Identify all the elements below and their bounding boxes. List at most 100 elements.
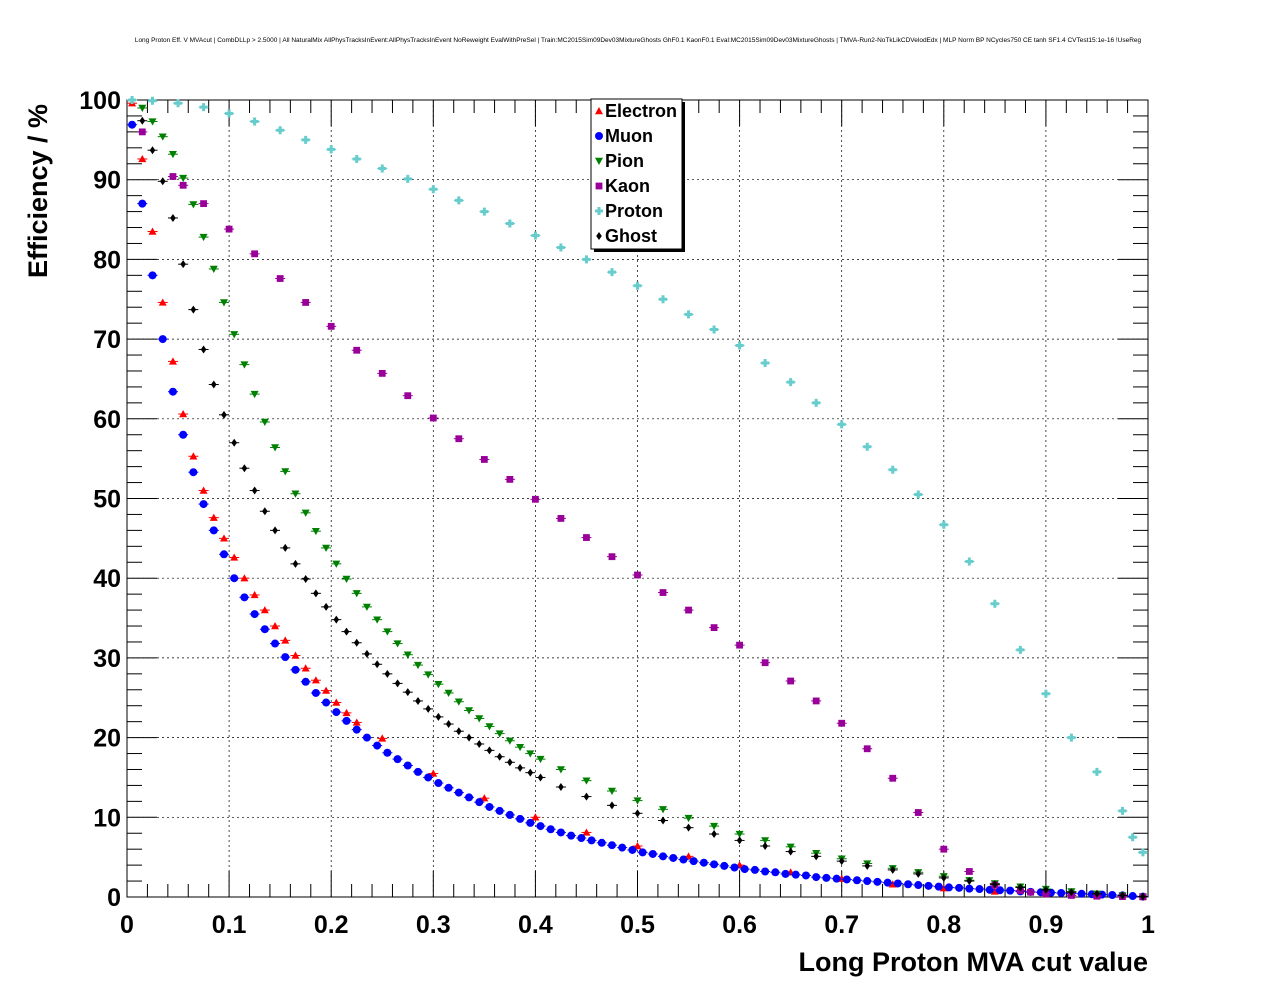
data-point-muon bbox=[362, 733, 371, 742]
data-point-proton bbox=[761, 359, 770, 368]
data-point-muon bbox=[219, 550, 228, 559]
data-point-muon bbox=[505, 810, 514, 819]
x-tick-label: 0.4 bbox=[518, 911, 553, 939]
data-point-ghost bbox=[394, 679, 401, 688]
data-point-ghost bbox=[660, 816, 666, 825]
data-point-pion bbox=[148, 118, 157, 126]
data-point-pion bbox=[332, 560, 341, 568]
data-point-muon bbox=[567, 831, 576, 840]
data-point-muon bbox=[699, 858, 708, 867]
data-point-ghost bbox=[159, 177, 166, 186]
data-point-pion bbox=[475, 715, 484, 723]
data-point-muon bbox=[526, 818, 535, 827]
data-point-proton bbox=[352, 154, 361, 163]
data-point-ghost bbox=[466, 733, 472, 742]
data-point-muon bbox=[240, 593, 249, 602]
data-point-electron bbox=[378, 734, 387, 742]
data-point-proton bbox=[128, 96, 137, 104]
data-point-ghost bbox=[609, 801, 615, 810]
data-point-ghost bbox=[364, 649, 370, 658]
data-point-electron bbox=[342, 708, 351, 717]
data-point-pion bbox=[761, 837, 770, 845]
data-point-pion bbox=[342, 575, 351, 583]
data-point-muon bbox=[812, 873, 821, 882]
data-point-proton bbox=[965, 557, 974, 566]
data-point-ghost bbox=[558, 783, 564, 792]
data-point-kaon bbox=[965, 868, 973, 875]
data-point-muon bbox=[342, 716, 351, 725]
data-point-electron bbox=[230, 553, 239, 561]
data-point-muon bbox=[893, 879, 902, 888]
data-point-electron bbox=[429, 769, 438, 777]
data-point-muon bbox=[281, 653, 290, 662]
data-point-kaon bbox=[200, 200, 207, 208]
x-tick-label: 0.7 bbox=[824, 911, 859, 939]
data-point-kaon bbox=[1027, 888, 1034, 896]
data-point-kaon bbox=[940, 845, 948, 853]
data-point-pion bbox=[240, 361, 249, 369]
data-point-electron bbox=[250, 590, 259, 599]
legend-box bbox=[590, 98, 683, 250]
data-point-muon bbox=[934, 882, 943, 891]
data-point-ghost bbox=[404, 688, 411, 697]
data-point-muon bbox=[465, 793, 474, 802]
legend-marker-ghost bbox=[596, 232, 602, 240]
data-point-electron bbox=[291, 651, 300, 659]
data-point-ghost bbox=[1119, 891, 1126, 900]
data-point-muon bbox=[546, 825, 555, 834]
y-tick-label: 40 bbox=[93, 565, 121, 593]
data-point-muon bbox=[148, 271, 157, 280]
data-point-ghost bbox=[762, 841, 768, 850]
data-point-electron bbox=[158, 298, 167, 306]
data-point-pion bbox=[786, 843, 795, 851]
data-point-proton bbox=[174, 99, 183, 108]
data-point-ghost bbox=[537, 773, 544, 782]
data-point-ghost bbox=[813, 852, 819, 861]
data-point-muon bbox=[628, 845, 637, 854]
data-point-pion bbox=[684, 814, 693, 823]
data-point-muon bbox=[740, 865, 749, 874]
data-point-muon bbox=[710, 860, 719, 869]
data-point-ghost bbox=[221, 410, 227, 419]
data-point-muon bbox=[587, 836, 596, 845]
data-point-muon bbox=[128, 120, 137, 129]
legend: Electron Muon Pion Kaon Proton Ghost bbox=[590, 98, 685, 252]
data-point-kaon bbox=[761, 659, 769, 667]
data-point-electron bbox=[480, 794, 489, 802]
data-point-muon bbox=[332, 708, 341, 717]
data-point-ghost bbox=[1094, 889, 1100, 898]
data-point-kaon bbox=[302, 299, 310, 306]
data-point-kaon bbox=[863, 745, 871, 753]
data-point-muon bbox=[189, 468, 198, 477]
data-point-kaon bbox=[251, 250, 259, 258]
x-tick-label: 0.5 bbox=[620, 911, 655, 939]
legend-marker-proton bbox=[595, 207, 603, 215]
data-point-ghost bbox=[180, 260, 186, 269]
data-point-muon bbox=[485, 802, 494, 811]
data-point-pion bbox=[516, 743, 525, 752]
data-point-muon bbox=[648, 849, 657, 858]
data-point-pion bbox=[138, 104, 147, 112]
data-point-kaon bbox=[838, 719, 846, 727]
data-points bbox=[127, 96, 1148, 901]
data-point-muon bbox=[383, 748, 392, 757]
x-tick-label: 0.6 bbox=[722, 911, 757, 939]
data-point-electron bbox=[633, 841, 642, 850]
data-point-pion bbox=[373, 616, 382, 624]
data-point-ghost bbox=[787, 847, 794, 856]
data-point-kaon bbox=[710, 624, 718, 632]
data-point-pion bbox=[485, 723, 494, 731]
data-point-muon bbox=[179, 430, 188, 439]
data-point-pion bbox=[710, 822, 719, 831]
y-tick-label: 20 bbox=[93, 725, 121, 753]
series-pion bbox=[137, 104, 1148, 901]
data-point-muon bbox=[955, 883, 964, 892]
data-point-pion bbox=[260, 418, 269, 426]
data-point-muon bbox=[403, 761, 412, 770]
legend-label-ghost: Ghost bbox=[605, 226, 657, 246]
data-point-electron bbox=[168, 357, 177, 365]
data-point-muon bbox=[720, 861, 729, 870]
data-point-electron bbox=[199, 486, 208, 494]
data-point-pion bbox=[230, 331, 239, 339]
data-point-ghost bbox=[241, 464, 248, 473]
